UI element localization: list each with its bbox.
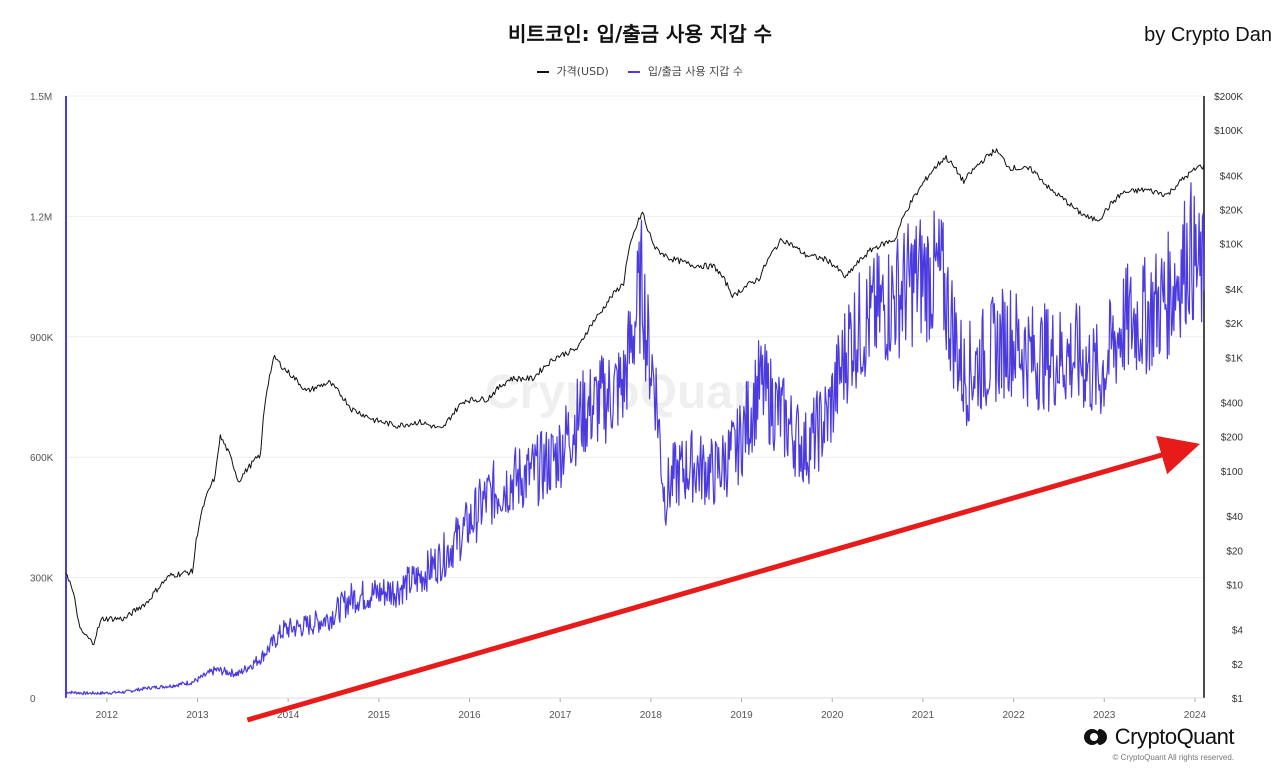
y-right-tick-label: $40K — [1220, 171, 1244, 182]
y-right-tick-label: $20K — [1220, 206, 1244, 217]
y-right-tick-label: $4K — [1225, 285, 1243, 296]
series-layer — [65, 148, 1205, 696]
y-left-tick-label: 300K — [30, 574, 54, 585]
legend-label-price: 가격(USD) — [556, 65, 609, 78]
x-tick-label: 2014 — [277, 710, 300, 721]
legend-swatch-price — [537, 71, 549, 73]
y-left-tick-label: 0 — [30, 694, 36, 705]
legend-item-wallets[interactable]: 입/출금 사용 지갑 수 — [628, 63, 743, 79]
y-right-tick-label: $10 — [1226, 580, 1243, 591]
annotation-layer — [246, 435, 1201, 723]
y-right-tick-label: $2K — [1225, 319, 1243, 330]
chart-legend: 가격(USD) 입/출금 사용 지갑 수 — [0, 63, 1280, 79]
y-left-tick-label: 900K — [30, 333, 54, 344]
x-tick-label: 2019 — [730, 710, 753, 721]
x-tick-label: 2020 — [821, 710, 844, 721]
y-right-tick-label: $1 — [1232, 694, 1244, 705]
y-left-tick-label: 600K — [30, 453, 54, 464]
y-right-tick-label: $100 — [1221, 467, 1244, 478]
y-right-tick-label: $4 — [1232, 626, 1244, 637]
x-tick-label: 2012 — [96, 710, 119, 721]
y-right-tick-label: $400 — [1221, 399, 1244, 410]
legend-label-wallets: 입/출금 사용 지갑 수 — [647, 65, 743, 78]
x-tick-label: 2018 — [640, 710, 663, 721]
x-tick-label: 2013 — [186, 710, 209, 721]
x-tick-label: 2021 — [912, 710, 935, 721]
watermark: CryptoQuant — [485, 366, 779, 419]
x-tick-label: 2016 — [458, 710, 481, 721]
axes-layer: 0 300K 600K 900K 1.2M 1.5M $1 $2 $4 $10 $20 $40 $100… — [30, 92, 1243, 721]
x-tick-label: 2023 — [1093, 710, 1116, 721]
y-right-tick-label: $100K — [1214, 126, 1243, 137]
legend-item-price[interactable]: 가격(USD) — [537, 63, 609, 79]
legend-swatch-wallets — [628, 71, 641, 73]
y-right-tick-label: $40 — [1226, 512, 1243, 523]
x-tick-label: 2022 — [1002, 710, 1025, 721]
author-byline: by Crypto Dan — [1144, 24, 1272, 46]
cryptoquant-logo[interactable]: CryptoQuant — [1083, 724, 1235, 750]
y-right-tick-label: $1K — [1225, 353, 1243, 364]
series-line-wallets — [65, 182, 1205, 696]
x-tick-label: 2015 — [368, 710, 391, 721]
y-left-tick-label: 1.2M — [30, 212, 52, 223]
y-right-tick-label: $10K — [1220, 240, 1244, 251]
y-right-tick-label: $20 — [1226, 546, 1243, 557]
y-right-tick-label: $200K — [1214, 92, 1243, 103]
cryptoquant-logo-text: CryptoQuant — [1114, 724, 1235, 749]
x-tick-label: 2017 — [549, 710, 572, 721]
series-line-price — [65, 148, 1205, 646]
y-right-tick-label: $200 — [1221, 433, 1244, 444]
copyright-notice: © CryptoQuant All rights reserved. — [1112, 753, 1235, 762]
chart-title: 비트코인: 입/출금 사용 지갑 수 — [508, 22, 772, 46]
y-left-tick-label: 1.5M — [30, 92, 52, 103]
y-right-tick-label: $2 — [1232, 660, 1244, 671]
trend-arrow — [246, 435, 1201, 723]
cryptoquant-logo-icon — [1083, 729, 1107, 745]
x-tick-label: 2024 — [1184, 710, 1207, 721]
